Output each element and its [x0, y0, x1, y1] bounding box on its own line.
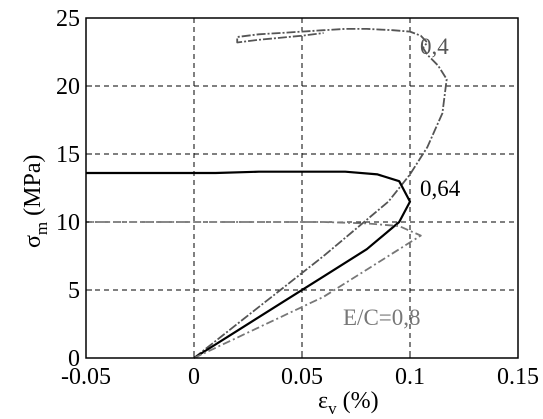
y-tick-label: 25	[56, 6, 80, 32]
x-tick-label: 0.05	[281, 364, 323, 390]
series-line	[86, 170, 412, 359]
annotation-label: 0,64	[420, 176, 461, 201]
x-tick-label: 0.15	[497, 364, 539, 390]
series-line	[86, 221, 422, 359]
x-tick-label: 0.1	[395, 364, 425, 390]
y-tick-label: 20	[56, 74, 80, 100]
x-axis-title: εv (%)	[318, 388, 379, 418]
y-tick-label: 15	[56, 142, 80, 168]
y-tick-label: 10	[56, 210, 80, 236]
series-layer	[86, 27, 448, 359]
annotation-label: E/C=0,8	[343, 305, 421, 330]
y-tick-label: 5	[68, 278, 80, 304]
x-tick-label: -0.05	[61, 364, 111, 390]
annotations: 0,4 0,64 E/C=0,8	[343, 34, 461, 330]
y-tick-label: 0	[68, 346, 80, 372]
annotation-label: 0,4	[420, 34, 449, 59]
series-line	[193, 27, 448, 359]
x-tick-label: 0	[188, 364, 200, 390]
y-axis-title: σm (MPa)	[20, 155, 51, 249]
